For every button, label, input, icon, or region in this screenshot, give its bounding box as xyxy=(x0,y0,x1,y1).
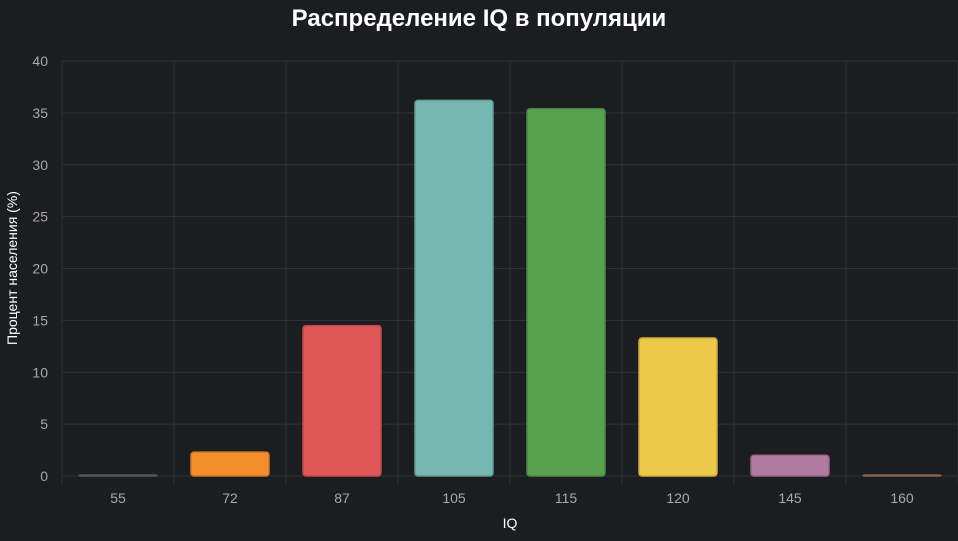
bar-160 xyxy=(862,474,942,477)
y-tick-label: 35 xyxy=(32,105,48,121)
x-tick-label: 120 xyxy=(666,490,690,506)
x-tick-label: 87 xyxy=(334,490,350,506)
y-tick-label: 20 xyxy=(32,261,48,277)
y-tick-label: 15 xyxy=(32,312,48,328)
y-tick-label: 0 xyxy=(40,468,48,484)
x-tick-label: 115 xyxy=(555,490,578,506)
bar-145 xyxy=(750,454,830,477)
bar-87 xyxy=(302,324,382,477)
x-tick-label: 160 xyxy=(890,490,914,506)
y-axis-label: Процент населения (%) xyxy=(4,191,20,345)
grid-lines xyxy=(61,60,958,484)
y-tick-label: 25 xyxy=(32,209,48,225)
x-axis-label: IQ xyxy=(503,515,518,531)
y-tick-label: 30 xyxy=(32,157,48,173)
x-tick-label: 145 xyxy=(778,490,802,506)
chart-title: Распределение IQ в популяции xyxy=(291,5,667,32)
y-tick-label: 10 xyxy=(32,364,48,380)
x-tick-label: 72 xyxy=(222,490,238,506)
y-axis-ticks: 0 5 10 15 20 25 30 35 40 xyxy=(32,53,48,484)
bars xyxy=(78,99,942,477)
x-tick-label: 55 xyxy=(110,490,126,506)
bar-115 xyxy=(526,107,606,477)
x-axis-ticks: 55 72 87 105 115 120 145 160 xyxy=(110,490,914,506)
bar-120 xyxy=(638,337,718,477)
bar-72 xyxy=(190,451,270,477)
bar-105 xyxy=(414,99,494,477)
y-tick-label: 5 xyxy=(40,416,48,432)
x-tick-label: 105 xyxy=(442,490,466,506)
y-tick-label: 40 xyxy=(32,53,48,69)
bar-55 xyxy=(78,474,158,477)
